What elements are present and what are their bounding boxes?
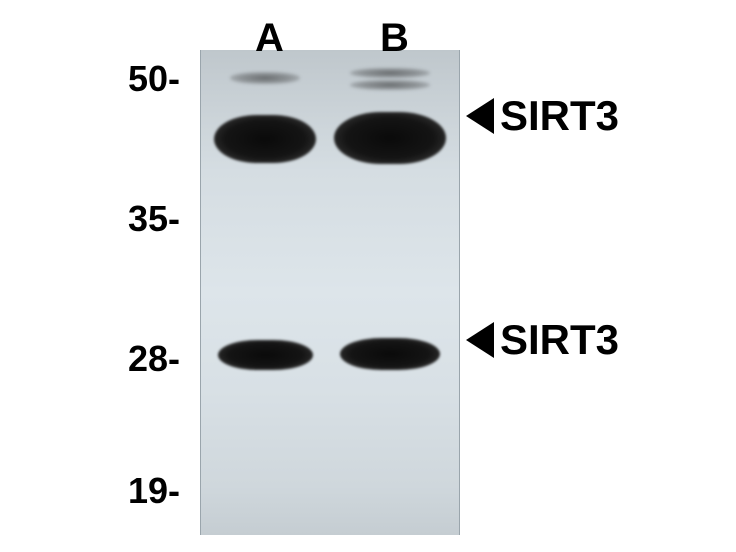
band-sirt3-upper-a [214,115,316,163]
target-text-upper: SIRT3 [500,92,619,140]
arrowhead-icon [466,322,494,358]
target-label-sirt3-lower: SIRT3 [466,316,619,364]
mw-marker-50: 50- [128,58,180,100]
blot-container: A B [200,20,460,535]
band-faint-a-top [230,72,300,84]
arrowhead-icon [466,98,494,134]
band-sirt3-lower-b [340,338,440,370]
mw-marker-35: 35- [128,198,180,240]
target-label-sirt3-upper: SIRT3 [466,92,619,140]
band-sirt3-lower-a [218,340,313,370]
target-text-lower: SIRT3 [500,316,619,364]
mw-marker-19: 19- [128,470,180,512]
band-faint-b-top1 [350,68,430,78]
band-faint-b-top2 [350,80,430,90]
mw-marker-28: 28- [128,338,180,380]
lane-label-a: A [255,16,284,61]
band-sirt3-upper-b [334,112,446,164]
lane-label-b: B [380,16,409,61]
